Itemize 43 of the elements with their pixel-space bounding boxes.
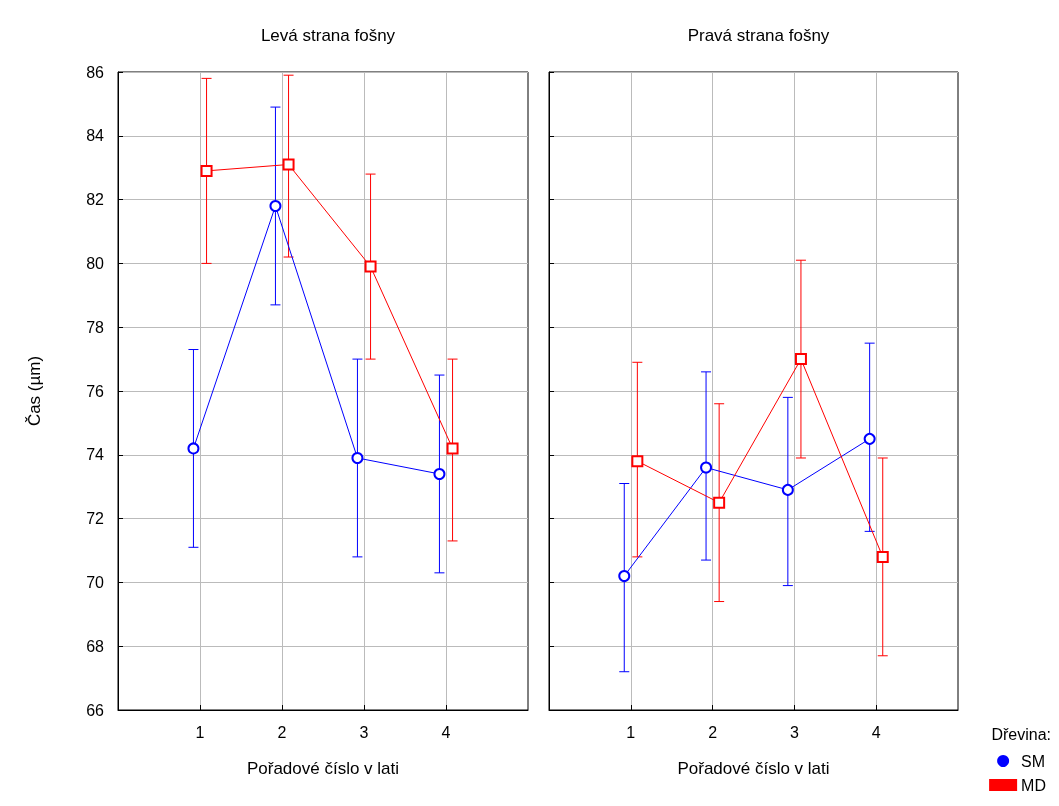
- x-tick-label: 3: [789, 723, 799, 741]
- y-tick-label: 80: [86, 254, 105, 272]
- point: [351, 451, 364, 464]
- legend-title: Dřevina:: [991, 725, 1051, 743]
- point: [713, 496, 726, 509]
- point: [618, 570, 631, 583]
- legend-label: MD: [1021, 776, 1047, 794]
- y-tick-label: 78: [86, 318, 105, 336]
- chart-title: Levá strana fošny: [260, 26, 396, 45]
- y-tick-label: 76: [86, 382, 105, 400]
- point: [863, 432, 876, 445]
- point: [364, 260, 377, 273]
- point: [187, 442, 200, 455]
- point: [200, 164, 213, 177]
- x-axis-title: Pořadové číslo v lati: [246, 759, 400, 778]
- y-tick-label: 86: [86, 63, 105, 81]
- y-tick-label: 72: [86, 510, 105, 528]
- point: [282, 158, 295, 171]
- point: [794, 353, 807, 366]
- y-tick-label: 82: [86, 191, 105, 209]
- x-axis-title: Pořadové číslo v lati: [677, 759, 830, 778]
- point: [269, 199, 282, 212]
- x-tick-label: 2: [277, 723, 287, 741]
- point: [433, 467, 446, 480]
- x-tick-label: 1: [195, 723, 205, 741]
- legend-label: SM: [1021, 752, 1046, 770]
- x-tick-label: 4: [871, 723, 881, 741]
- point: [446, 442, 459, 455]
- x-tick-label: 3: [359, 723, 369, 741]
- y-tick-label: 70: [86, 573, 105, 591]
- point: [631, 455, 644, 468]
- x-tick-label: 1: [626, 723, 636, 741]
- y-tick-label: 74: [86, 446, 105, 464]
- chart-title: Pravá strana fošny: [687, 26, 830, 45]
- y-tick-label: 66: [86, 701, 105, 719]
- point: [700, 461, 713, 474]
- y-axis-title: Čas (µm): [25, 355, 44, 427]
- point: [876, 550, 889, 563]
- y-tick-label: 68: [86, 637, 105, 655]
- y-tick-label: 84: [86, 127, 105, 145]
- point: [781, 483, 794, 496]
- x-tick-label: 4: [441, 723, 451, 741]
- x-tick-label: 2: [708, 723, 718, 741]
